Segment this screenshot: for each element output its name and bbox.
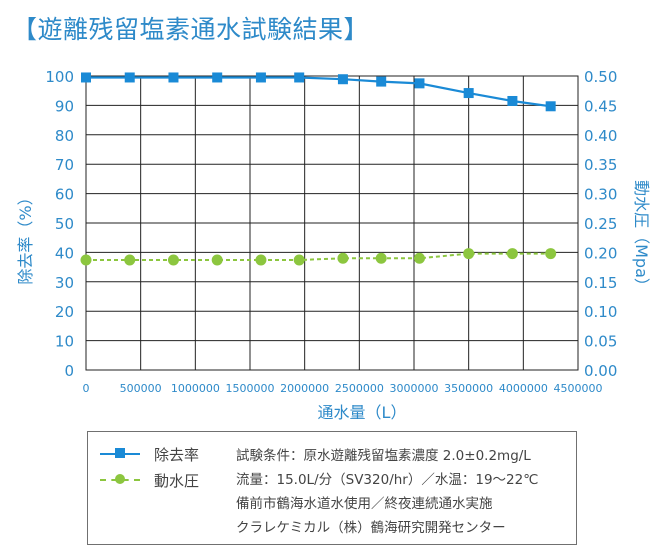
y-tick-label-left: 90 xyxy=(55,97,74,115)
x-axis-label: 通水量（L） xyxy=(318,403,407,422)
removal-rate-point xyxy=(414,78,425,89)
legend-item-removal: 除去率 xyxy=(96,444,226,464)
pressure-point xyxy=(506,248,518,260)
removal-rate-point xyxy=(81,72,91,83)
legend-marker-square xyxy=(115,448,125,458)
x-tick-label: 500000 xyxy=(120,382,162,395)
y-tick-label-left: 40 xyxy=(55,244,74,262)
y-tick-label-right: 0.50 xyxy=(584,68,617,86)
pressure-line xyxy=(86,252,551,261)
legend-item-pressure: 動水圧 xyxy=(96,470,226,490)
legend-label-pressure: 動水圧 xyxy=(154,472,200,490)
x-tick-label: 2000000 xyxy=(280,382,329,395)
y-tick-label-left: 0 xyxy=(64,362,74,380)
series xyxy=(80,72,557,266)
removal-rate-point xyxy=(545,101,556,112)
plot-frame xyxy=(85,75,579,371)
removal-rate-point xyxy=(294,72,305,83)
x-tick-label: 1500000 xyxy=(226,382,275,395)
y-tick-label-right: 0.40 xyxy=(584,127,617,145)
y-tick-label-right: 0.30 xyxy=(584,186,617,204)
legend: 除去率 動水圧 試験条件：原水遊離残留塩素濃度 2.0±0.2mg/L 流量：1… xyxy=(87,431,577,545)
removal-rate-point xyxy=(507,95,518,106)
x-tick-label: 2500000 xyxy=(335,382,384,395)
removal-rate-line xyxy=(86,76,551,108)
pressure-point xyxy=(545,248,557,260)
x-tick-label: 4500000 xyxy=(554,382,603,395)
y-tick-label-right: 0.35 xyxy=(584,156,617,174)
pressure-point xyxy=(255,254,267,266)
y-tick-label-left: 50 xyxy=(55,215,74,233)
y-axis-label-right: 動水圧（Mpa） xyxy=(632,180,651,294)
y-tick-label-right: 0.15 xyxy=(584,274,617,292)
pressure-point xyxy=(463,248,475,260)
condition-line: クラレケミカル（株）鶴海研究開発センター xyxy=(236,520,506,536)
condition-line: 流量：15.0L/分（SV320/hr）／水温：19〜22℃ xyxy=(236,472,539,488)
removal-rate-point xyxy=(168,72,179,83)
y-axis-label-left: 除去率（%） xyxy=(16,189,35,284)
legend-marker-circle xyxy=(115,474,125,484)
pressure-point xyxy=(375,252,387,264)
x-tick-label: 4000000 xyxy=(499,382,548,395)
removal-rate-point xyxy=(463,88,474,99)
pressure-point xyxy=(167,254,179,266)
y-tick-label-right: 0.05 xyxy=(584,333,617,351)
y-tick-label-left: 20 xyxy=(55,303,74,321)
chart-area: 0 0.00 10 0.05 20 0.10 30 0.15 40 0.20 50 0.25 60 0.3… xyxy=(16,68,651,422)
removal-rate-point xyxy=(337,74,348,85)
removal-rate-point xyxy=(255,72,266,83)
condition-line: 備前市鶴海水道水使用／終夜連続通水実施 xyxy=(236,496,493,512)
x-tick-label: 1000000 xyxy=(171,382,220,395)
removal-rate-point xyxy=(212,72,223,83)
y-tick-label-left: 100 xyxy=(45,68,74,86)
condition-line: 試験条件：原水遊離残留塩素濃度 2.0±0.2mg/L xyxy=(236,448,531,464)
x-tick-label: 0 xyxy=(83,382,90,395)
grid xyxy=(85,75,579,371)
y-tick-label-right: 0.10 xyxy=(584,303,617,321)
pressure-point xyxy=(211,254,223,266)
y-tick-label-left: 30 xyxy=(55,274,74,292)
removal-rate-point xyxy=(124,72,135,83)
x-tick-label: 3000000 xyxy=(390,382,439,395)
y-tick-label-right: 0.00 xyxy=(584,362,617,380)
page-title: 【遊離残留塩素通水試験結果】 xyxy=(12,15,370,44)
y-tick-label-right: 0.45 xyxy=(584,97,617,115)
y-tick-label-right: 0.20 xyxy=(584,244,617,262)
pressure-point xyxy=(80,254,92,266)
y-tick-label-left: 10 xyxy=(55,333,74,351)
y-tick-label-left: 80 xyxy=(55,127,74,145)
pressure-point xyxy=(337,252,349,264)
y-tick-label-right: 0.25 xyxy=(584,215,617,233)
removal-rate-point xyxy=(376,76,387,87)
y-tick-label-left: 70 xyxy=(55,156,74,174)
axes xyxy=(85,75,579,371)
y-tick-label-left: 60 xyxy=(55,186,74,204)
pressure-point xyxy=(413,252,425,264)
legend-label-removal: 除去率 xyxy=(154,446,200,464)
x-tick-label: 3500000 xyxy=(444,382,493,395)
pressure-point xyxy=(124,254,136,266)
tick-labels: 0 0.00 10 0.05 20 0.10 30 0.15 40 0.20 50 0.25 60 0.3… xyxy=(45,68,617,395)
pressure-point xyxy=(293,254,305,266)
